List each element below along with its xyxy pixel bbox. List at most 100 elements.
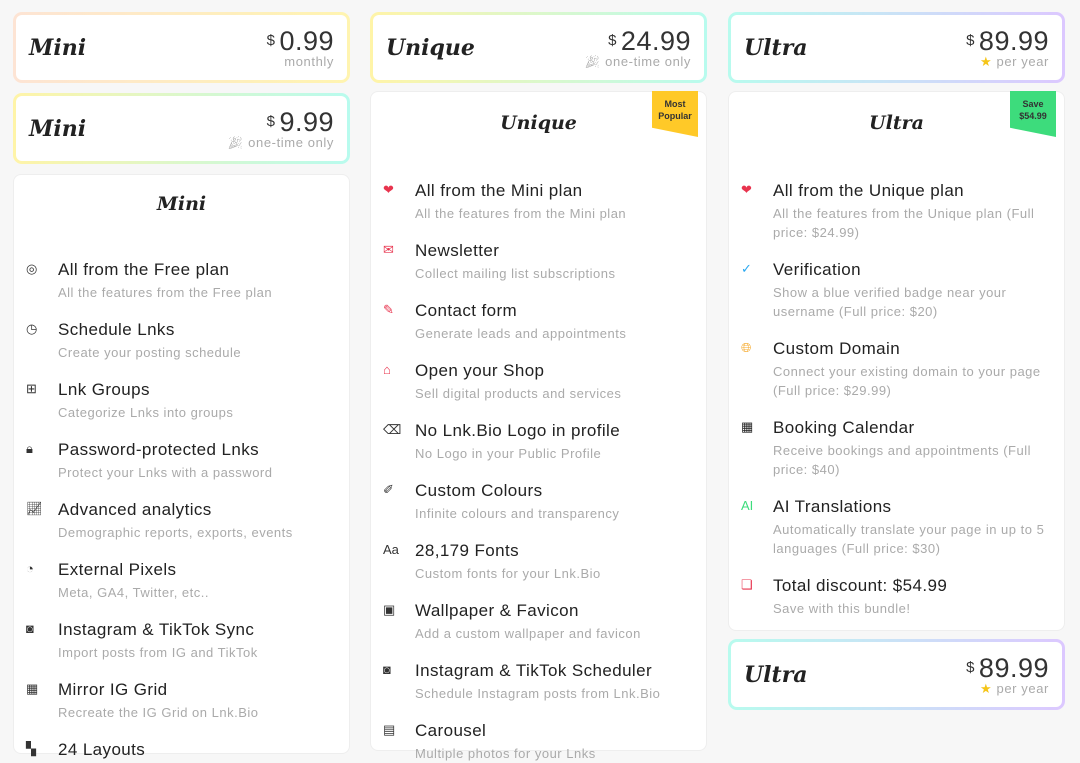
- feature-item: ◎ All from the Free plan All the features …: [14, 259, 349, 302]
- feature-icon: ✎: [383, 302, 394, 317]
- feature-item: ✓ Verification Show a blue verified badge …: [729, 259, 1064, 321]
- feature-title: Advanced analytics: [58, 500, 212, 519]
- period: monthly: [284, 53, 334, 69]
- feature-title: 28,179 Fonts: [415, 541, 520, 560]
- ultra-yearly-card-bottom[interactable]: Ultra $89.99 ★ per year: [728, 639, 1065, 710]
- feature-icon: AI: [741, 498, 754, 513]
- feature-description: Receive bookings and appointments (Full …: [773, 443, 1031, 477]
- period: per year: [996, 680, 1049, 696]
- feature-item: ▦ Booking Calendar Receive bookings and ap…: [729, 417, 1064, 479]
- period: one-time only: [605, 53, 691, 69]
- feature-item: ⌂ Open your Shop Sell digital products and…: [371, 360, 706, 403]
- feature-title: All from the Free plan: [58, 260, 230, 279]
- feature-icon: ▣: [383, 602, 396, 617]
- feature-icon: ▦: [741, 419, 754, 434]
- unique-onetime-card[interactable]: Unique $24.99 🎉︎ one-time only: [370, 12, 707, 83]
- feature-title: Verification: [773, 260, 861, 279]
- currency: $: [266, 31, 276, 49]
- feature-description: Add a custom wallpaper and favicon: [415, 626, 641, 641]
- feature-title: All from the Unique plan: [773, 181, 965, 200]
- feature-item: ⌫ No Lnk.Bio Logo in profile No Logo in yo…: [371, 420, 706, 463]
- plan-name: Unique: [386, 34, 475, 61]
- feature-item: ◙ Instagram & TikTok Sync Import posts fro…: [14, 619, 349, 662]
- plan-name: Ultra: [744, 661, 808, 688]
- feature-icon: ◷: [26, 321, 38, 336]
- feature-icon: 🌐︎: [741, 340, 752, 355]
- feature-icon: ◙: [26, 621, 34, 636]
- price: 0.99: [279, 25, 334, 56]
- star-icon: ★: [980, 680, 997, 696]
- features-title: Ultra: [869, 112, 924, 134]
- feature-title: Custom Colours: [415, 481, 543, 500]
- feature-description: Multiple photos for your Lnks: [415, 746, 596, 761]
- currency: $: [966, 658, 975, 676]
- feature-description: No Logo in your Public Profile: [415, 446, 602, 461]
- feature-description: Import posts from IG and TikTok: [58, 645, 258, 660]
- feature-title: External Pixels: [58, 560, 177, 579]
- feature-item: ◔ External Pixels Meta, GA4, Twitter, etc.…: [14, 559, 349, 602]
- plan-name: Mini: [29, 34, 87, 61]
- feature-description: Meta, GA4, Twitter, etc..: [58, 585, 209, 600]
- feature-title: Schedule Lnks: [58, 320, 175, 339]
- feature-title: Carousel: [415, 721, 487, 740]
- feature-description: Categorize Lnks into groups: [58, 405, 234, 420]
- period: one-time only: [248, 134, 334, 150]
- feature-title: Instagram & TikTok Scheduler: [415, 661, 653, 680]
- ultra-yearly-card[interactable]: Ultra $89.99 ★ per year: [728, 12, 1065, 83]
- feature-item: ▣ Wallpaper & Favicon Add a custom wallpap…: [371, 600, 706, 643]
- mini-column: Mini $0.99 monthly Mini $9.99 🎉︎ one-tim…: [13, 12, 350, 759]
- feature-description: All the features from the Unique plan (F…: [773, 206, 1035, 240]
- most-popular-ribbon: Most Popular: [652, 91, 698, 137]
- feature-icon: ◙: [383, 662, 391, 677]
- currency: $: [608, 31, 617, 49]
- feature-description: Generate leads and appointments: [415, 326, 627, 341]
- period: per year: [996, 53, 1049, 69]
- feature-item: ❏ Total discount: $54.99 Save with this bu…: [729, 575, 1064, 618]
- feature-icon: ✉: [383, 242, 394, 257]
- feature-description: Collect mailing list subscriptions: [415, 266, 616, 281]
- feature-title: All from the Mini plan: [415, 181, 583, 200]
- feature-title: Contact form: [415, 301, 518, 320]
- feature-item: ✐ Custom Colours Infinite colours and tran…: [371, 480, 706, 523]
- star-icon: ★: [980, 53, 997, 69]
- feature-icon: ▦: [26, 681, 39, 696]
- feature-icon: ❏: [741, 577, 753, 592]
- feature-title: No Lnk.Bio Logo in profile: [415, 421, 621, 440]
- features-title: Mini: [156, 193, 207, 215]
- feature-description: Sell digital products and services: [415, 386, 622, 401]
- feature-icon: ◔: [26, 561, 34, 576]
- feature-description: Infinite colours and transparency: [415, 506, 620, 521]
- feature-icon: ✓: [741, 261, 752, 276]
- unique-column: Unique $24.99 🎉︎ one-time only Most Popu…: [370, 12, 707, 761]
- save-ribbon: Save $54.99: [1010, 91, 1056, 137]
- feature-description: All the features from the Free plan: [58, 285, 273, 300]
- feature-title: Password-protected Lnks: [58, 440, 260, 459]
- feature-item: Aa 28,179 Fonts Custom fonts for your Lnk.…: [371, 540, 706, 583]
- feature-description: Show a blue verified badge near your use…: [773, 285, 1007, 319]
- feature-description: Connect your existing domain to your pag…: [773, 364, 1041, 398]
- ultra-features-card: Save $54.99 Ultra ❤ All from the Unique p…: [728, 91, 1065, 631]
- feature-title: Instagram & TikTok Sync: [58, 620, 255, 639]
- feature-item: ◙ Instagram & TikTok Scheduler Schedule In…: [371, 660, 706, 703]
- feature-title: Mirror IG Grid: [58, 680, 168, 699]
- feature-title: Open your Shop: [415, 361, 545, 380]
- feature-icon: ✐: [383, 482, 394, 497]
- feature-description: Save with this bundle!: [773, 601, 911, 616]
- mini-monthly-card[interactable]: Mini $0.99 monthly: [13, 12, 350, 83]
- feature-item: ✎ Contact form Generate leads and appointm…: [371, 300, 706, 343]
- feature-description: Recreate the IG Grid on Lnk.Bio: [58, 705, 259, 720]
- feature-description: Automatically translate your page in up …: [773, 522, 1045, 556]
- ultra-column: Ultra $89.99 ★ per year Save $54.99 Ultr…: [728, 12, 1065, 720]
- features-title: Unique: [500, 112, 577, 134]
- feature-icon: ◎: [26, 261, 38, 276]
- feature-item: AI AI Translations Automatically translate…: [729, 496, 1064, 558]
- feature-item: 🔒︎ Password-protected Lnks Protect your Ln…: [14, 439, 349, 482]
- mini-onetime-card[interactable]: Mini $9.99 🎉︎ one-time only: [13, 93, 350, 164]
- feature-item: 📈︎ Advanced analytics Demographic reports,…: [14, 499, 349, 542]
- feature-description: Schedule Instagram posts from Lnk.Bio: [415, 686, 661, 701]
- feature-title: AI Translations: [773, 497, 892, 516]
- currency: $: [266, 112, 276, 130]
- plan-name: Ultra: [744, 34, 808, 61]
- feature-description: Demographic reports, exports, events: [58, 525, 293, 540]
- feature-icon: 📈︎: [26, 501, 43, 516]
